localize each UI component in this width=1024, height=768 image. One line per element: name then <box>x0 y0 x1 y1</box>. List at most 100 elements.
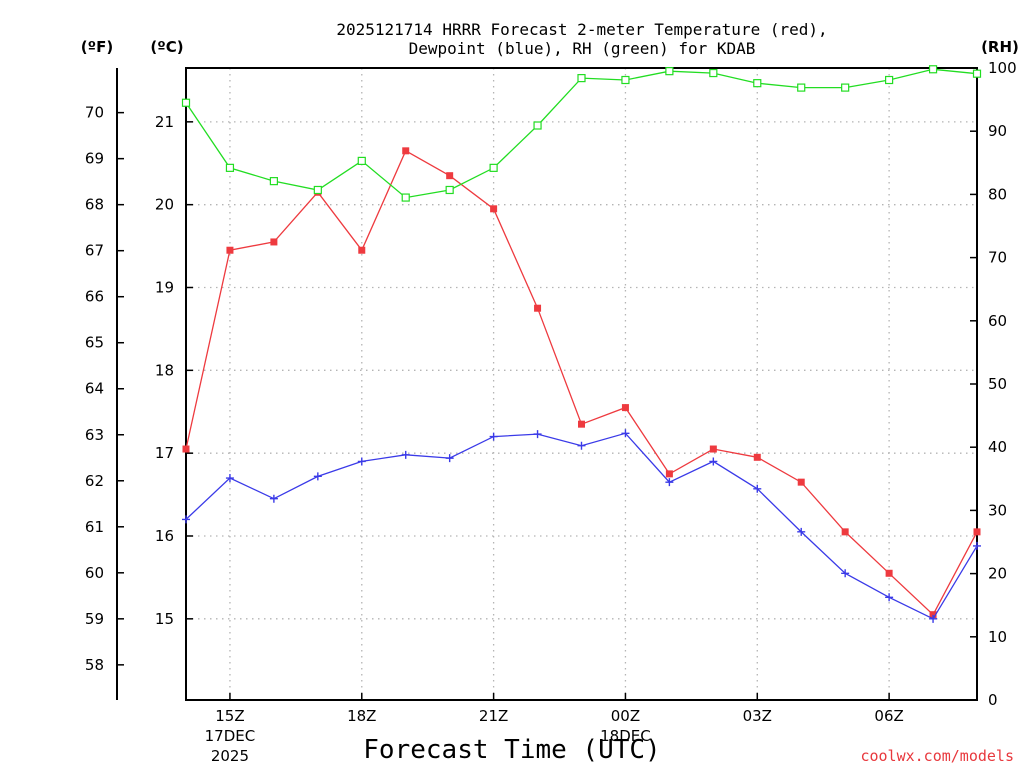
fahrenheit-unit-label: (ºF) <box>81 38 113 56</box>
temperature-point-7 <box>490 205 498 213</box>
rh-tick-label-1: 10 <box>988 628 1007 646</box>
rh-point-10 <box>621 75 630 85</box>
rh-point-9 <box>577 74 586 83</box>
rh-point-5 <box>401 193 410 202</box>
temperature-point-5 <box>402 147 410 155</box>
rh-tick-label-7: 70 <box>988 249 1007 267</box>
fahrenheit-tick-label-4: 62 <box>85 472 104 490</box>
temperature-point-0 <box>182 445 190 453</box>
celsius-tick-label-3: 18 <box>155 361 174 379</box>
celsius-tick-label-0: 15 <box>155 610 174 628</box>
fahrenheit-tick-label-1: 59 <box>85 610 104 628</box>
dewpoint-point-16 <box>885 593 894 602</box>
dewpoint-point-6 <box>445 454 454 463</box>
rh-tick-label-8: 80 <box>988 185 1007 203</box>
rh-point-4 <box>357 156 366 166</box>
dewpoint-point-14 <box>797 527 806 536</box>
rh-tick-label-0: 0 <box>988 691 998 709</box>
rh-point-17 <box>928 65 938 74</box>
celsius-tick-label-1: 16 <box>155 527 174 545</box>
plot-frame <box>185 67 978 701</box>
temperature-point-16 <box>885 569 893 577</box>
temperature-point-8 <box>534 304 542 312</box>
rh-point-3 <box>313 185 322 195</box>
rh-point-12 <box>709 68 718 78</box>
axes <box>116 67 978 701</box>
fahrenheit-tick-label-8: 66 <box>85 288 104 306</box>
rh-point-18 <box>972 69 982 78</box>
dewpoint-point-11 <box>665 478 674 487</box>
rh-point-11 <box>665 67 674 76</box>
dewpoint-point-9 <box>577 441 586 450</box>
x-tick-label-1: 18Z <box>347 707 376 725</box>
credit-text: coolwx.com/models <box>860 747 1014 765</box>
temperature-point-14 <box>797 478 805 486</box>
dewpoint-point-15 <box>841 569 850 578</box>
temperature-line <box>185 149 978 616</box>
dewpoint-point-1 <box>225 474 234 483</box>
x-tick-label-4: 03Z <box>743 707 772 725</box>
temperature-point-10 <box>621 404 629 412</box>
rh-tick-label-10: 100 <box>988 59 1017 77</box>
rh-point-14 <box>797 83 806 92</box>
fahrenheit-tick-label-11: 69 <box>85 150 104 168</box>
fahrenheit-tick-label-10: 68 <box>85 196 104 214</box>
tick-labels: 15 16 17 18 19 20 21 58 59 60 61 62 63 64 65 66 67 68 69 70… <box>85 59 1017 765</box>
fahrenheit-tick-label-2: 60 <box>85 564 104 582</box>
rh-point-8 <box>533 121 542 130</box>
dewpoint-point-3 <box>313 472 322 481</box>
dewpoint-point-5 <box>401 450 410 459</box>
grid-lines <box>186 68 977 700</box>
temperature-point-18 <box>973 528 981 536</box>
dewpoint-point-8 <box>533 430 542 439</box>
x-tick-label-0: 15Z <box>215 707 244 725</box>
rh-tick-label-6: 60 <box>988 312 1007 330</box>
x-tick-date-0: 17DEC <box>205 727 256 745</box>
rh-line <box>185 68 978 199</box>
temperature-point-9 <box>578 420 585 428</box>
dewpoint-point-18 <box>973 541 981 550</box>
temperature-point-6 <box>446 172 454 180</box>
rh-point-16 <box>885 75 894 85</box>
dewpoint-point-2 <box>269 494 278 503</box>
rh-point-0 <box>181 98 191 107</box>
temperature-point-17 <box>929 611 937 619</box>
series-layer <box>181 65 982 623</box>
temperature-point-2 <box>270 238 278 246</box>
chart-title-line1: 2025121714 HRRR Forecast 2-meter Tempera… <box>336 20 827 39</box>
x-tick-label-5: 06Z <box>874 707 903 725</box>
chart-title-line2: Dewpoint (blue), RH (green) for KDAB <box>409 39 756 58</box>
x-axis-label: Forecast Time (UTC) <box>363 735 660 765</box>
rh-point-7 <box>489 163 498 172</box>
fahrenheit-tick-label-6: 64 <box>85 380 104 398</box>
celsius-unit-label: (ºC) <box>150 38 183 56</box>
temperature-point-12 <box>709 445 717 453</box>
rh-point-1 <box>225 163 235 172</box>
fahrenheit-tick-label-3: 61 <box>85 518 104 536</box>
rh-unit-label: (RH) <box>981 38 1019 56</box>
rh-tick-label-9: 90 <box>988 122 1007 140</box>
celsius-tick-label-6: 21 <box>155 113 174 131</box>
fahrenheit-tick-label-5: 63 <box>85 426 104 444</box>
celsius-tick-label-5: 20 <box>155 196 174 214</box>
rh-tick-label-4: 40 <box>988 438 1007 456</box>
dewpoint-point-17 <box>929 614 938 623</box>
rh-tick-label-2: 20 <box>988 565 1007 583</box>
rh-point-2 <box>269 177 278 186</box>
dewpoint-point-10 <box>621 429 630 438</box>
temperature-point-11 <box>665 470 673 478</box>
x-tick-label-3: 00Z <box>611 707 640 725</box>
x-tick-label-2: 21Z <box>479 707 508 725</box>
dewpoint-line <box>185 432 978 620</box>
x-tick-year-0: 2025 <box>211 747 249 765</box>
dewpoint-point-4 <box>357 457 366 466</box>
temperature-point-15 <box>841 528 849 536</box>
temperature-point-13 <box>753 453 761 461</box>
rh-point-13 <box>753 79 762 88</box>
dewpoint-point-13 <box>753 484 762 493</box>
temperature-point-1 <box>226 246 234 254</box>
celsius-tick-label-4: 19 <box>155 279 174 297</box>
celsius-tick-label-2: 17 <box>155 444 174 462</box>
fahrenheit-tick-label-12: 70 <box>85 104 104 122</box>
